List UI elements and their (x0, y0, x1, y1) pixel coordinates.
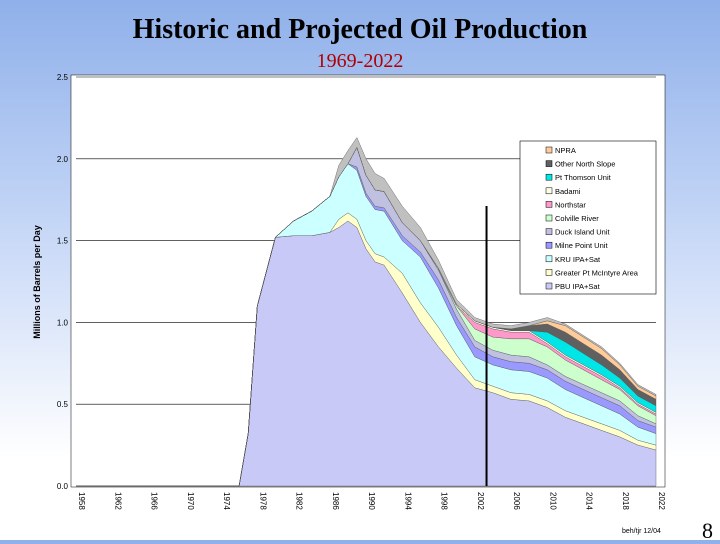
footer-note: beh/tjr 12/04 (622, 528, 661, 535)
legend-label: Greater Pt McIntyre Area (555, 268, 639, 277)
legend-swatch (545, 228, 553, 235)
legend-label: Pt Thomson Unit (555, 173, 612, 182)
y-tick-label: 1.5 (57, 237, 69, 246)
x-tick-label: 1994 (403, 492, 412, 510)
legend-swatch (545, 255, 553, 263)
y-tick-label: 0.0 (57, 482, 69, 491)
y-tick-label: 2.5 (57, 73, 69, 82)
legend-swatch (545, 160, 553, 167)
x-tick-label: 1974 (222, 492, 231, 510)
y-tick-labels: 0.0 0.5 1.0 1.5 2.0 2.5 (57, 73, 69, 491)
y-axis-label: Millions of Barrels per Day (32, 225, 42, 339)
slide-title: Historic and Projected Oil Production (132, 14, 588, 45)
x-tick-labels: 1958 1962 1966 1970 1974 1978 1982 1986 1990 1994… (77, 492, 666, 510)
legend-label: Colville River (555, 214, 599, 223)
x-tick-label: 1966 (150, 492, 159, 510)
legend-label: Northstar (555, 200, 586, 209)
x-tick-label: 2014 (585, 492, 594, 510)
area-series (76, 137, 657, 487)
y-tick-label: 1.0 (57, 318, 69, 327)
x-tick-label: 1962 (113, 492, 122, 510)
legend-label: Duck Island Unit (555, 228, 611, 237)
x-tick-label: 1978 (258, 492, 267, 510)
y-tick-label: 2.0 (57, 155, 69, 164)
x-tick-label: 2018 (621, 492, 630, 510)
legend-label: Other North Slope (555, 160, 615, 169)
x-tick-label: 1982 (295, 492, 304, 510)
y-tick-label: 0.5 (57, 400, 69, 409)
legend-label: NPRA (555, 146, 576, 155)
x-tick-label: 1998 (440, 492, 449, 510)
x-tick-label: 1990 (367, 492, 376, 510)
slide-subtitle: 1969-2022 (316, 50, 404, 72)
page-number: 8 (702, 518, 713, 543)
legend-swatch (545, 146, 553, 154)
legend-label: KRU IPA+Sat (555, 255, 601, 264)
legend-swatch (545, 173, 553, 181)
legend-swatch (545, 282, 553, 290)
legend-swatch (545, 214, 553, 222)
legend-label: PBU IPA+Sat (555, 282, 601, 291)
x-tick-label: 2002 (476, 492, 485, 510)
x-tick-label: 1970 (186, 492, 195, 510)
legend-box (519, 140, 657, 295)
x-tick-label: 2006 (512, 492, 521, 510)
legend-swatch (545, 269, 553, 276)
area-other (76, 137, 657, 487)
legend-swatch (545, 201, 553, 208)
legend-label: Badami (555, 187, 581, 196)
x-tick-label: 1986 (331, 492, 340, 510)
x-tick-label: 1958 (77, 492, 86, 510)
x-tick-label: 2010 (548, 492, 557, 510)
legend-label: Milne Point Unit (555, 241, 608, 250)
legend-swatch (545, 241, 553, 249)
x-tick-label: 2022 (657, 492, 666, 510)
legend: NPRA Other North Slope Pt Thomson Unit Bada… (519, 140, 657, 295)
legend-swatch (545, 187, 553, 195)
